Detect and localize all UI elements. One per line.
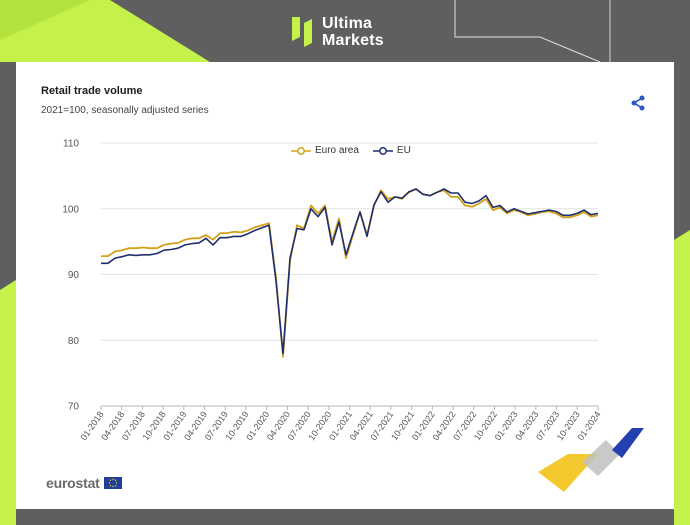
brand-name-line2: Markets [322,32,384,49]
chart-title: Retail trade volume [41,85,143,97]
chart-card: Retail trade volume 2021=100, seasonally… [16,62,674,509]
chart-subtitle: 2021=100, seasonally adjusted series [41,105,209,116]
eu-flag-icon [103,477,122,489]
eurostat-logo-text: eurostat [46,475,100,491]
y-tick-label: 100 [62,204,79,215]
brand-logo: Ultima Markets [290,14,384,50]
y-axis-ticks: 110 100 90 80 70 [62,139,79,413]
share-icon[interactable] [630,95,646,111]
legend-item-eu[interactable]: EU [372,145,411,156]
ultima-markets-logo-icon [292,17,312,47]
legend-swatch-eu-icon [372,146,393,155]
series-lines [101,188,599,358]
ultima-watermark-logo [538,428,644,492]
series-line-eu[interactable] [101,188,599,355]
y-tick-label: 70 [68,402,80,413]
chart-legend: Euro area EU [291,145,411,156]
eurostat-logo: eurostat [46,475,122,491]
brand-name-line1: Ultima [322,15,373,32]
y-tick-label: 90 [68,270,80,281]
legend-swatch-euro-area-icon [291,146,311,155]
legend-item-euro-area[interactable]: Euro area [291,145,359,156]
y-tick-label: 110 [63,139,79,150]
legend-label-eu: EU [396,145,411,156]
y-tick-label: 80 [68,336,80,347]
legend-label-euro-area: Euro area [315,145,359,156]
